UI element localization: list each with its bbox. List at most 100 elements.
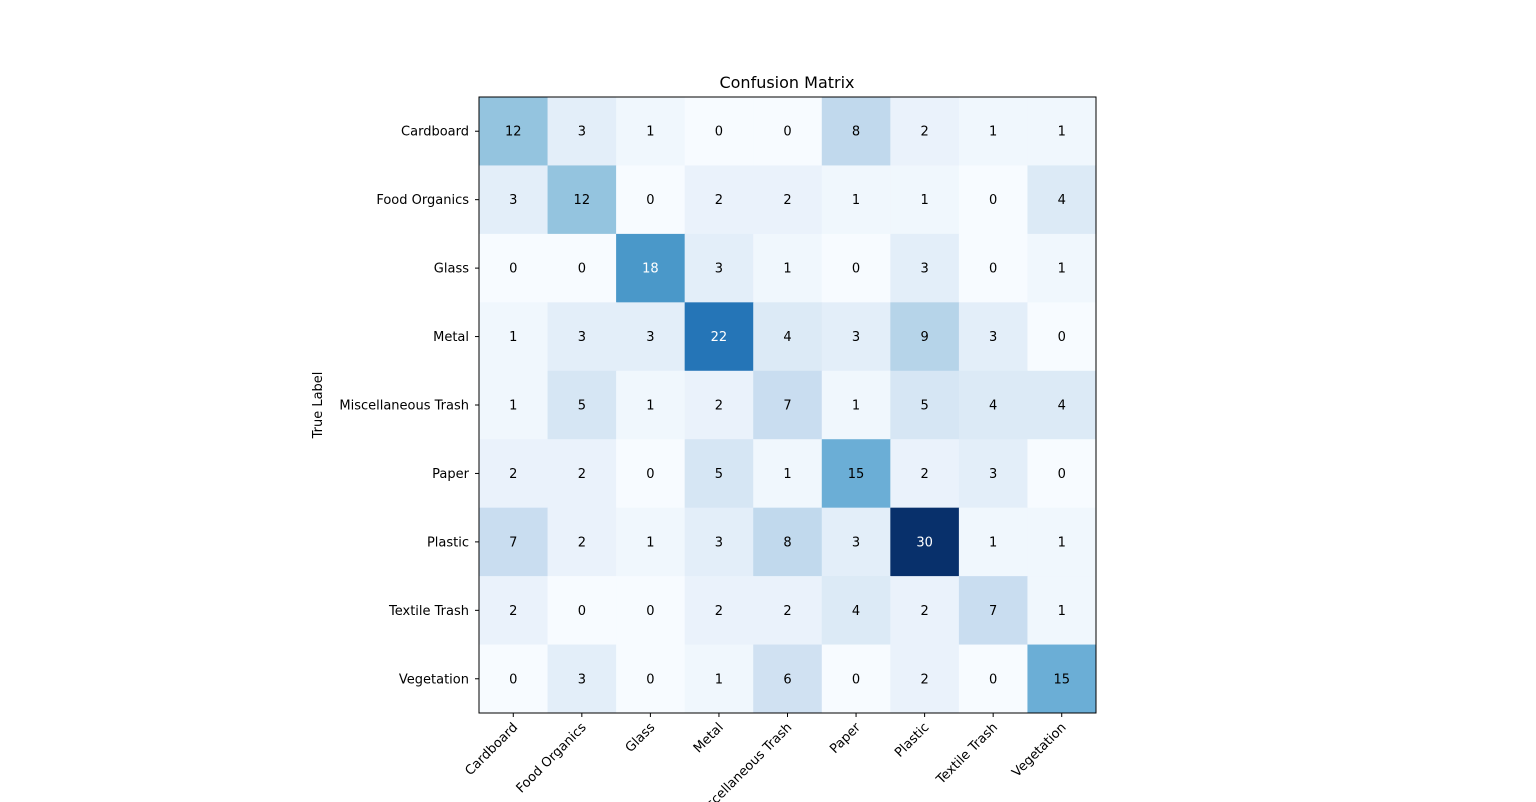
cell-value-label: 1 bbox=[646, 535, 654, 550]
cell-value-label: 0 bbox=[509, 672, 517, 687]
heatmap-cell bbox=[890, 439, 960, 509]
heatmap-cell bbox=[616, 97, 686, 166]
cell-value-label: 1 bbox=[1058, 262, 1066, 277]
heatmap-cell bbox=[616, 439, 686, 509]
cell-value-label: 1 bbox=[1058, 125, 1066, 140]
cell-value-label: 0 bbox=[578, 262, 586, 277]
cell-value-label: 22 bbox=[711, 330, 728, 345]
heatmap-cell bbox=[1027, 644, 1097, 714]
cell-value-label: 0 bbox=[989, 193, 997, 208]
cell-value-label: 0 bbox=[646, 672, 654, 687]
heatmap-cell bbox=[616, 302, 686, 372]
heatmap-cell bbox=[616, 165, 686, 235]
cell-value-label: 3 bbox=[578, 125, 586, 140]
cell-value-label: 3 bbox=[989, 467, 997, 482]
heatmap-cell bbox=[1027, 302, 1097, 372]
heatmap-cell bbox=[958, 165, 1028, 235]
heatmap-cell bbox=[1027, 507, 1097, 577]
heatmap-cell bbox=[479, 97, 549, 166]
cell-value-label: 3 bbox=[715, 535, 723, 550]
x-tick-label: Metal bbox=[691, 720, 727, 756]
cell-value-label: 0 bbox=[578, 604, 586, 619]
cell-value-label: 1 bbox=[783, 262, 791, 277]
cell-value-label: 1 bbox=[989, 125, 997, 140]
y-tick-label: Cardboard bbox=[401, 125, 469, 140]
y-tick-label: Paper bbox=[432, 467, 469, 482]
cell-value-label: 2 bbox=[715, 193, 723, 208]
cell-value-label: 3 bbox=[715, 262, 723, 277]
cell-value-label: 1 bbox=[1058, 535, 1066, 550]
heatmap-cell bbox=[684, 165, 754, 235]
x-tick-label: Glass bbox=[623, 720, 659, 756]
cell-value-label: 15 bbox=[848, 467, 865, 482]
heatmap-cell bbox=[547, 165, 617, 235]
heatmap-cell bbox=[753, 165, 823, 235]
heatmap-cell bbox=[1027, 370, 1097, 440]
y-tick-label: Food Organics bbox=[376, 193, 469, 208]
x-tick-label: Vegetation bbox=[1009, 720, 1069, 780]
cell-value-label: 2 bbox=[920, 125, 928, 140]
heatmap-cell bbox=[479, 370, 549, 440]
cell-value-label: 12 bbox=[505, 125, 522, 140]
heatmap-cell bbox=[753, 644, 823, 714]
heatmap-cell bbox=[753, 302, 823, 372]
heatmap-cell bbox=[821, 165, 891, 235]
x-tick-label: Plastic bbox=[892, 720, 932, 760]
heatmap-cell bbox=[479, 165, 549, 235]
heatmap-cell bbox=[616, 233, 686, 303]
heatmap-cell bbox=[1027, 576, 1097, 646]
y-tick-label: Metal bbox=[433, 330, 469, 345]
cell-value-label: 2 bbox=[920, 672, 928, 687]
cell-value-label: 0 bbox=[646, 193, 654, 208]
cell-value-label: 9 bbox=[920, 330, 928, 345]
heatmap-cell bbox=[753, 439, 823, 509]
heatmap-cell bbox=[1027, 97, 1097, 166]
cell-value-label: 0 bbox=[646, 604, 654, 619]
cell-value-label: 0 bbox=[989, 262, 997, 277]
cell-value-label: 5 bbox=[578, 399, 586, 414]
cell-value-label: 18 bbox=[642, 262, 659, 277]
chart-title: Confusion Matrix bbox=[719, 73, 854, 92]
cell-value-label: 0 bbox=[1058, 467, 1066, 482]
cell-value-label: 0 bbox=[1058, 330, 1066, 345]
cell-value-label: 7 bbox=[509, 535, 517, 550]
plot-frame bbox=[478, 96, 1097, 714]
heatmap-cell bbox=[547, 97, 617, 166]
heatmap-cell bbox=[684, 97, 754, 166]
heatmap-cell bbox=[684, 302, 754, 372]
cell-value-label: 1 bbox=[920, 193, 928, 208]
cell-value-label: 1 bbox=[715, 672, 723, 687]
heatmap-cell bbox=[684, 576, 754, 646]
heatmap-cell bbox=[547, 576, 617, 646]
heatmap-cell bbox=[821, 576, 891, 646]
heatmap-cell bbox=[479, 233, 549, 303]
cell-value-label: 2 bbox=[509, 604, 517, 619]
cell-value-label: 4 bbox=[989, 399, 997, 414]
cell-value-label: 1 bbox=[989, 535, 997, 550]
heatmap-cell bbox=[684, 644, 754, 714]
heatmap-cell bbox=[479, 576, 549, 646]
cell-value-label: 0 bbox=[715, 125, 723, 140]
cell-value-label: 12 bbox=[574, 193, 591, 208]
heatmap-cell bbox=[547, 302, 617, 372]
cell-value-label: 3 bbox=[852, 330, 860, 345]
heatmap-cell bbox=[958, 644, 1028, 714]
heatmap-cell bbox=[821, 370, 891, 440]
cell-value-label: 2 bbox=[509, 467, 517, 482]
cell-value-label: 3 bbox=[646, 330, 654, 345]
heatmap-cell bbox=[958, 302, 1028, 372]
heatmap-cell bbox=[547, 233, 617, 303]
cell-value-label: 7 bbox=[989, 604, 997, 619]
cell-value-label: 4 bbox=[1058, 193, 1066, 208]
cell-value-label: 1 bbox=[509, 330, 517, 345]
cell-value-label: 0 bbox=[852, 262, 860, 277]
heatmap-cell bbox=[890, 233, 960, 303]
heatmap-cell bbox=[753, 507, 823, 577]
y-tick-label: Glass bbox=[434, 262, 469, 277]
cell-value-label: 2 bbox=[578, 467, 586, 482]
cell-value-label: 1 bbox=[852, 193, 860, 208]
heatmap-cell bbox=[890, 370, 960, 440]
cell-value-label: 0 bbox=[646, 467, 654, 482]
cell-value-label: 0 bbox=[989, 672, 997, 687]
heatmap-cell bbox=[821, 507, 891, 577]
